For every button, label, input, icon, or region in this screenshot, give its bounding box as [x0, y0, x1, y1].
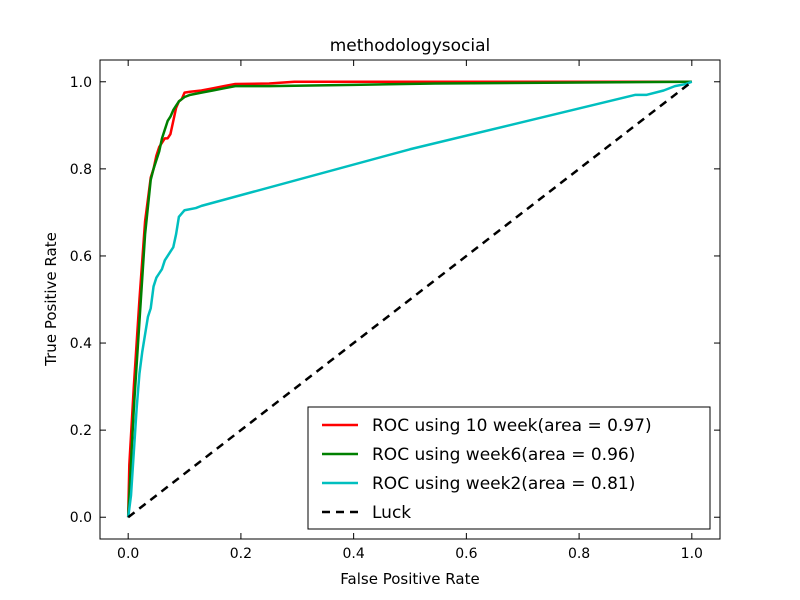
- x-tick-label: 0.6: [455, 546, 477, 562]
- x-tick-label: 1.0: [681, 546, 703, 562]
- legend-label-3: Luck: [372, 503, 411, 523]
- chart-title: methodologysocial: [330, 36, 491, 56]
- x-tick-label: 0.4: [343, 546, 365, 562]
- y-tick-label: 0.6: [70, 249, 92, 265]
- y-tick-label: 0.2: [70, 423, 92, 439]
- series-line-2: [126, 80, 693, 518]
- series-layer: [126, 80, 693, 519]
- y-tick-label: 1.0: [70, 75, 92, 91]
- ticks-layer: 0.0 0.2 0.4 0.6 0.8 1.0 0.0 0.2 0.4 0.6 0.8 1.0: [70, 60, 720, 562]
- y-axis-label: True Positive Rate: [42, 232, 60, 367]
- plot-frame: [99, 59, 721, 540]
- legend-box: [307, 406, 711, 530]
- y-tick-label: 0.8: [70, 162, 92, 178]
- legend: ROC using 10 week(area = 0.97) ROC using …: [307, 406, 711, 530]
- legend-label-0: ROC using 10 week(area = 0.97): [372, 416, 652, 436]
- y-tick-label: 0.4: [70, 336, 92, 352]
- x-tick-label: 0.2: [230, 546, 252, 562]
- series-line-1: [126, 80, 692, 518]
- y-tick-label: 0.0: [70, 510, 92, 526]
- x-tick-label: 0.0: [117, 546, 139, 562]
- x-axis-label: False Positive Rate: [340, 570, 479, 588]
- legend-label-1: ROC using week6(area = 0.96): [372, 445, 635, 465]
- series-line-3: [127, 80, 693, 519]
- legend-label-2: ROC using week2(area = 0.81): [372, 474, 635, 494]
- x-tick-label: 0.8: [568, 546, 590, 562]
